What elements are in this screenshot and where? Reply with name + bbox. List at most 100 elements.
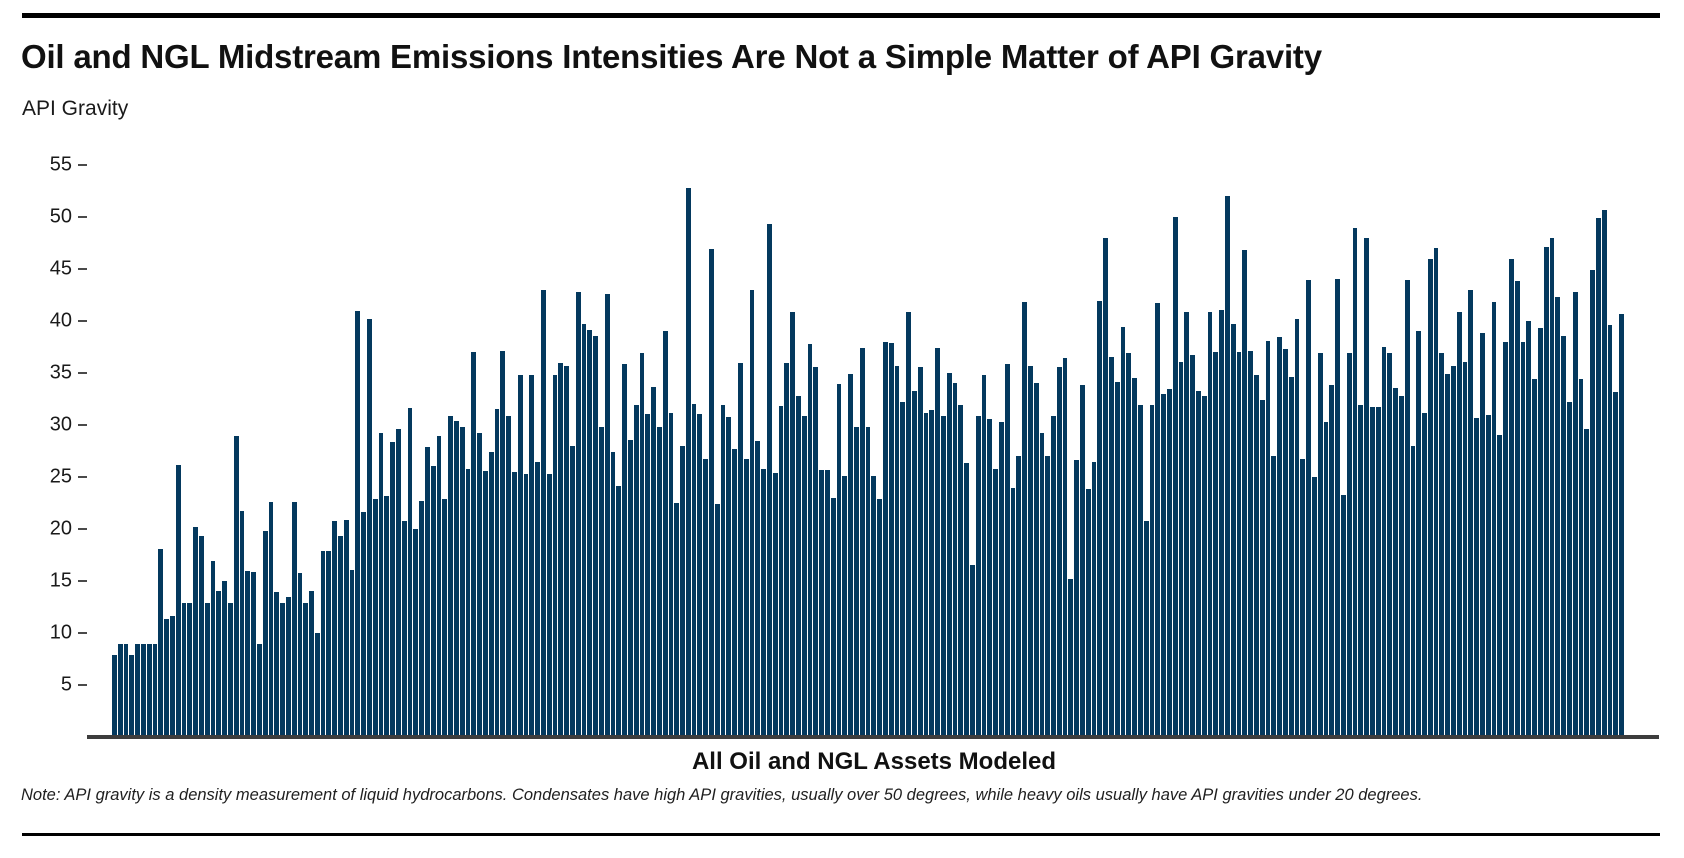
bar [871, 475, 877, 737]
bar [112, 654, 117, 737]
bar [1433, 248, 1439, 737]
bar [1126, 353, 1132, 737]
bar [1538, 328, 1543, 737]
bar [981, 375, 987, 737]
bar [859, 348, 865, 737]
bar [900, 402, 906, 737]
bar [604, 293, 610, 737]
bar [1561, 335, 1567, 737]
bar [326, 550, 332, 737]
bar [1103, 237, 1109, 737]
bar [268, 501, 274, 737]
bar [1578, 379, 1584, 737]
bar [1445, 374, 1451, 737]
bar [1253, 375, 1259, 737]
bar [1172, 217, 1178, 737]
bar [146, 644, 152, 737]
bar [523, 473, 529, 737]
bar [645, 413, 651, 737]
bar [784, 362, 790, 737]
footnote: Note: API gravity is a density measureme… [21, 786, 1423, 804]
y-tick-mark-40 [78, 320, 87, 322]
bar [842, 475, 848, 737]
bar [425, 446, 430, 737]
bar [529, 375, 535, 737]
bar [639, 353, 645, 737]
bar [1596, 218, 1601, 737]
bar [430, 465, 436, 737]
bar [1149, 405, 1155, 737]
bar [935, 348, 940, 737]
bar [1033, 383, 1039, 737]
bar [958, 405, 964, 737]
bar [975, 415, 981, 737]
bar [1085, 489, 1091, 737]
bar [598, 427, 604, 737]
bar [801, 415, 807, 737]
bar [506, 415, 511, 737]
bar [1590, 270, 1595, 737]
bar [332, 520, 338, 737]
bar [123, 644, 129, 737]
bar [1201, 395, 1207, 737]
bar [656, 427, 662, 737]
bar [587, 330, 593, 737]
y-tick-mark-15 [78, 580, 87, 582]
bar [830, 497, 836, 737]
y-tick-label-5: 5 [60, 673, 72, 696]
bar [384, 495, 390, 737]
bar [709, 249, 714, 737]
bar [1196, 390, 1201, 737]
bar [488, 452, 494, 737]
bar [964, 463, 969, 737]
bar [697, 413, 703, 737]
bar [1207, 311, 1213, 737]
bar [732, 448, 738, 737]
bar [1480, 333, 1485, 737]
bar [1068, 578, 1074, 737]
bar [743, 459, 749, 737]
bar [1520, 341, 1526, 737]
bar [680, 445, 685, 737]
bar [1468, 289, 1474, 737]
y-tick-mark-20 [78, 528, 87, 530]
bar [459, 427, 465, 737]
bar [378, 433, 384, 737]
bar [726, 416, 732, 737]
bar [819, 469, 825, 737]
bar [413, 529, 419, 737]
bar [1022, 302, 1027, 737]
bar [494, 409, 500, 737]
bar [714, 504, 720, 737]
bar [1422, 412, 1427, 737]
bar [755, 440, 761, 737]
bar [216, 591, 222, 737]
bar [1398, 395, 1404, 737]
bar [1109, 357, 1114, 737]
bar [998, 421, 1004, 737]
bar [1485, 414, 1491, 737]
bar [1306, 280, 1311, 737]
bar [500, 351, 506, 737]
bar [911, 390, 917, 737]
bar [952, 383, 958, 737]
bar [772, 472, 778, 737]
y-tick-mark-55 [78, 164, 87, 166]
bar [546, 473, 552, 737]
bar [564, 365, 569, 737]
bar [552, 375, 558, 737]
bar [1567, 402, 1572, 737]
bar [825, 469, 830, 737]
bar [1265, 340, 1271, 737]
bar [807, 343, 813, 737]
y-tick-label-10: 10 [49, 621, 72, 644]
bar [158, 548, 164, 737]
bar [1317, 353, 1323, 737]
bar [1132, 378, 1138, 737]
bar [622, 363, 627, 737]
bar [616, 486, 622, 737]
bar [309, 591, 314, 737]
bar [1491, 302, 1497, 737]
bar [274, 592, 280, 737]
